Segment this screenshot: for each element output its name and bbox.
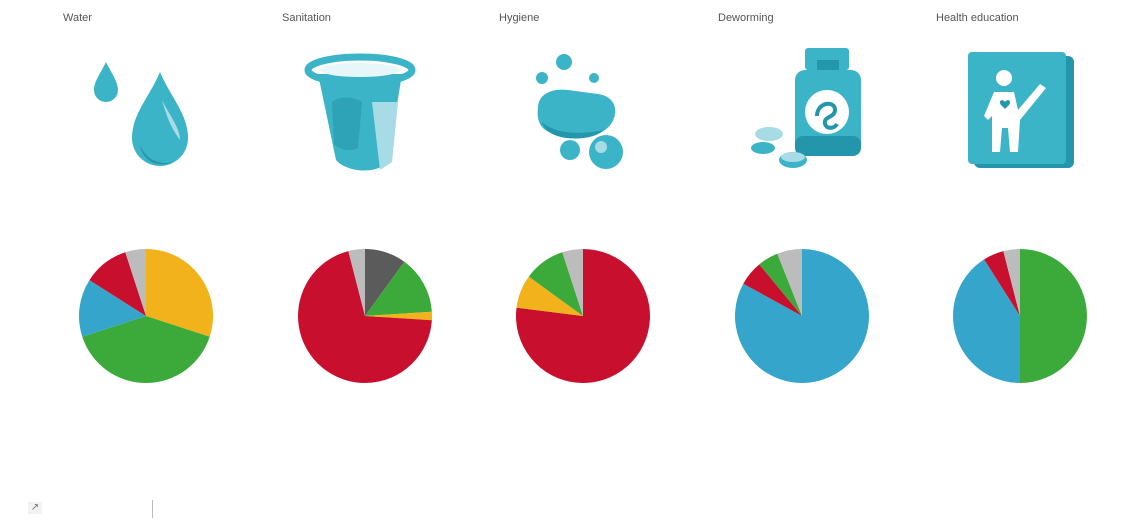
pie-slice: [89, 252, 146, 316]
pie-chart-deworming: [735, 249, 870, 383]
chart-title-health-education: Health education: [936, 12, 1019, 24]
pie-slice: [528, 252, 583, 316]
chart-title-sanitation: Sanitation: [282, 12, 331, 24]
pie-slice: [777, 249, 802, 316]
chart-title-deworming: Deworming: [718, 12, 774, 24]
pie-slice: [79, 280, 146, 337]
expand-icon[interactable]: ↗: [28, 502, 42, 514]
pie-slice: [735, 249, 870, 383]
pie-chart-health-education: [953, 249, 1087, 383]
medicine-bottle-icon: [751, 48, 861, 168]
pie-slice: [743, 264, 802, 316]
health-book-icon: [968, 52, 1074, 168]
pie-slice: [125, 249, 146, 316]
pie-slice: [984, 251, 1020, 316]
pie-slice: [1003, 249, 1020, 316]
pie-slice: [365, 311, 433, 321]
pie-chart-sanitation: [298, 249, 433, 383]
pie-slice: [146, 249, 213, 337]
pie-slice: [82, 316, 210, 383]
pie-slice: [953, 259, 1020, 383]
pie-chart-hygiene: [516, 249, 651, 383]
chart-title-hygiene: Hygiene: [499, 12, 540, 24]
pie-slice: [365, 261, 432, 316]
pie-slice: [298, 251, 432, 383]
water-drops-icon: [94, 62, 188, 166]
soap-bubbles-icon: [536, 54, 623, 169]
pie-slice: [348, 249, 365, 316]
latrine-toilet-icon: [304, 53, 416, 171]
chart-title-water: Water: [63, 12, 92, 24]
pie-slice: [516, 249, 651, 383]
divider: [152, 500, 153, 518]
pie-slice: [759, 253, 802, 316]
pie-slice: [1020, 249, 1087, 383]
pie-slice: [516, 276, 583, 316]
pie-slice: [365, 249, 405, 316]
pie-chart-water: [79, 249, 213, 383]
pie-slice: [562, 249, 583, 316]
